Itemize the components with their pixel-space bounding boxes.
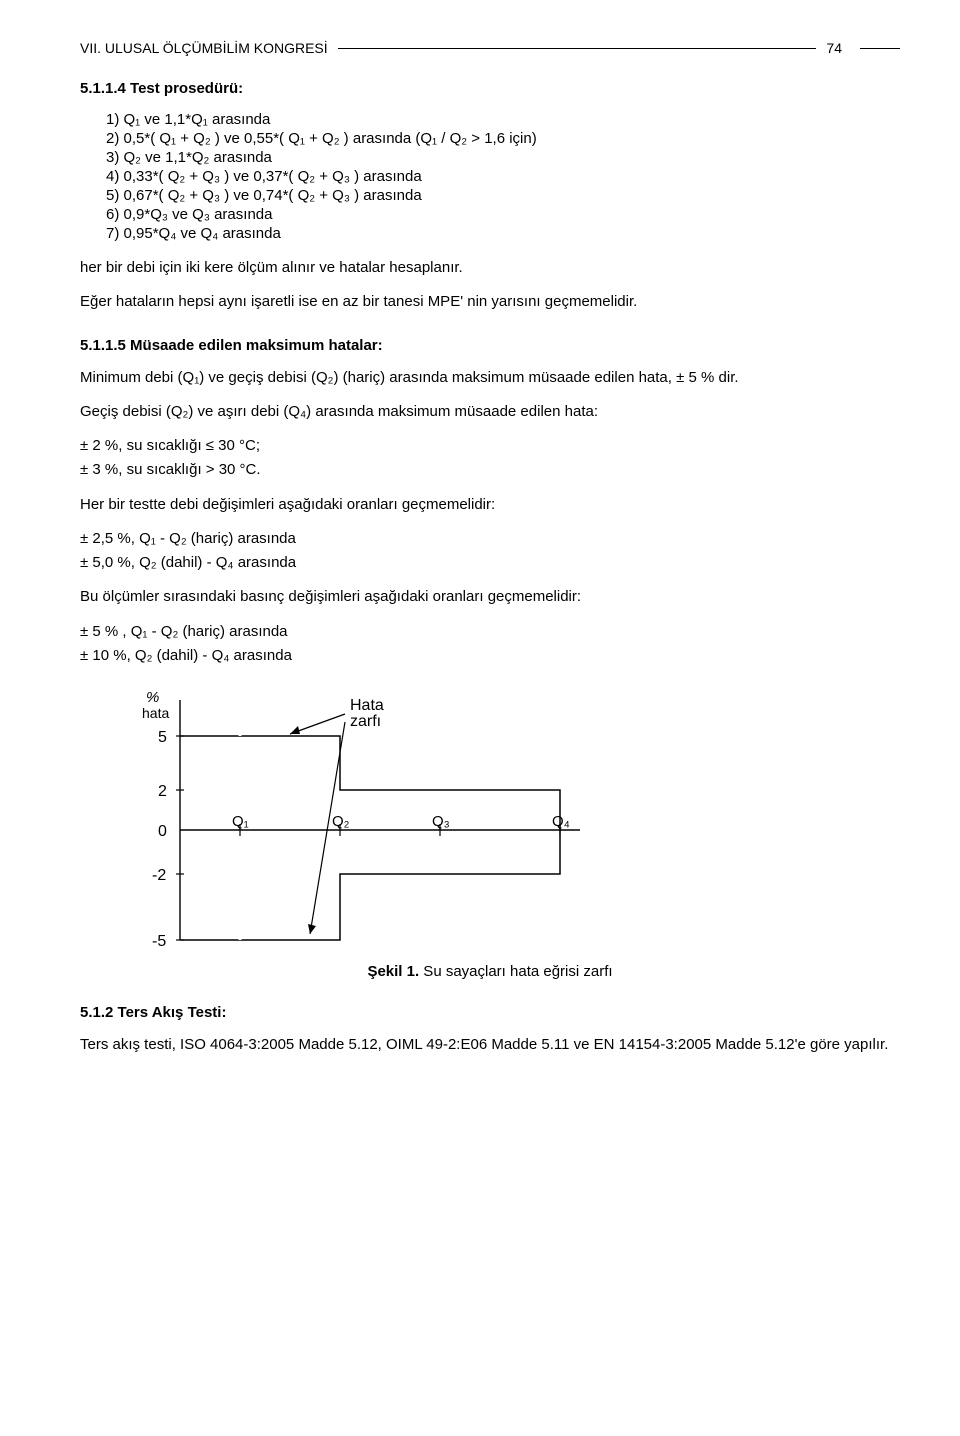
list-item: 2) 0,5*( Q₁ + Q₂ ) ve 0,55*( Q₁ + Q₂ ) a… [106,130,900,147]
y-tick-n5: -5 [152,933,166,950]
page-number: 74 [826,40,852,56]
limit-line: ± 3 %, su sıcaklığı > 30 °C. [80,460,900,480]
x-label-q1: Q₁ [232,813,249,830]
y-axis-label-hata: hata [142,705,169,721]
figure-caption: Şekil 1. Su sayaçları hata eğrisi zarfı [80,963,900,980]
y-tick-0: 0 [158,823,167,840]
x-label-q4: Q₄ [552,813,570,830]
list-item: 7) 0,95*Q₄ ve Q₄ arasında [106,225,900,242]
limit-line: ± 2,5 %, Q₁ - Q₂ (hariç) arasında [80,529,900,549]
x-label-q3: Q₃ [432,813,450,830]
paragraph: her bir debi için iki kere ölçüm alınır … [80,258,900,278]
x-label-q2: Q₂ [332,813,350,830]
figure-text: Su sayaçları hata eğrisi zarfı [419,963,612,980]
y-tick-2: 2 [158,783,167,800]
y-tick-5: 5 [158,729,167,746]
arrow-head-up [290,726,300,734]
section-heading-5-1-1-5: 5.1.1.5 Müsaade edilen maksimum hatalar: [80,337,900,354]
error-envelope-chart: % hata 5 2 0 -2 -5 Q₁ Q₂ Q₃ Q₄ Hata zarf [140,680,900,980]
annotation-hata: Hata [350,697,384,714]
header-right: 74 [826,40,900,56]
arrow-head-down [308,924,316,934]
section-heading-5-1-1-4: 5.1.1.4 Test prosedürü: [80,80,900,97]
page-header: VII. ULUSAL ÖLÇÜMBİLİM KONGRESİ 74 [80,40,900,56]
limit-line: ± 5,0 %, Q₂ (dahil) - Q₄ arasında [80,553,900,573]
chart-svg: % hata 5 2 0 -2 -5 Q₁ Q₂ Q₃ Q₄ Hata zarf [140,680,610,950]
list-item: 1) Q₁ ve 1,1*Q₁ arasında [106,111,900,128]
conference-title: VII. ULUSAL ÖLÇÜMBİLİM KONGRESİ [80,40,328,56]
procedure-list: 1) Q₁ ve 1,1*Q₁ arasında 2) 0,5*( Q₁ + Q… [106,111,900,242]
paragraph: Her bir testte debi değişimleri aşağıdak… [80,495,900,515]
list-item: 5) 0,67*( Q₂ + Q₃ ) ve 0,74*( Q₂ + Q₃ ) … [106,187,900,204]
list-item: 6) 0,9*Q₃ ve Q₃ arasında [106,206,900,223]
paragraph: Bu ölçümler sırasındaki basınç değişimle… [80,587,900,607]
y-axis-label-pct: % [146,689,159,706]
limit-line: ± 5 % , Q₁ - Q₂ (hariç) arasında [80,622,900,642]
list-item: 4) 0,33*( Q₂ + Q₃ ) ve 0,37*( Q₂ + Q₃ ) … [106,168,900,185]
paragraph: Ters akış testi, ISO 4064-3:2005 Madde 5… [80,1035,900,1055]
limit-line: ± 2 %, su sıcaklığı ≤ 30 °C; [80,436,900,456]
header-rule [338,48,817,49]
header-tail-rule [860,48,900,49]
y-tick-n2: -2 [152,867,166,884]
limit-line: ± 10 %, Q₂ (dahil) - Q₄ arasında [80,646,900,666]
annotation-zarfi: zarfı [350,713,381,730]
paragraph: Minimum debi (Q₁) ve geçiş debisi (Q₂) (… [80,368,900,388]
list-item: 3) Q₂ ve 1,1*Q₂ arasında [106,149,900,166]
paragraph: Geçiş debisi (Q₂) ve aşırı debi (Q₄) ara… [80,402,900,422]
section-heading-5-1-2: 5.1.2 Ters Akış Testi: [80,1004,900,1021]
figure-label: Şekil 1. [367,963,419,980]
paragraph: Eğer hataların hepsi aynı işaretli ise e… [80,292,900,312]
lower-envelope [180,830,560,940]
